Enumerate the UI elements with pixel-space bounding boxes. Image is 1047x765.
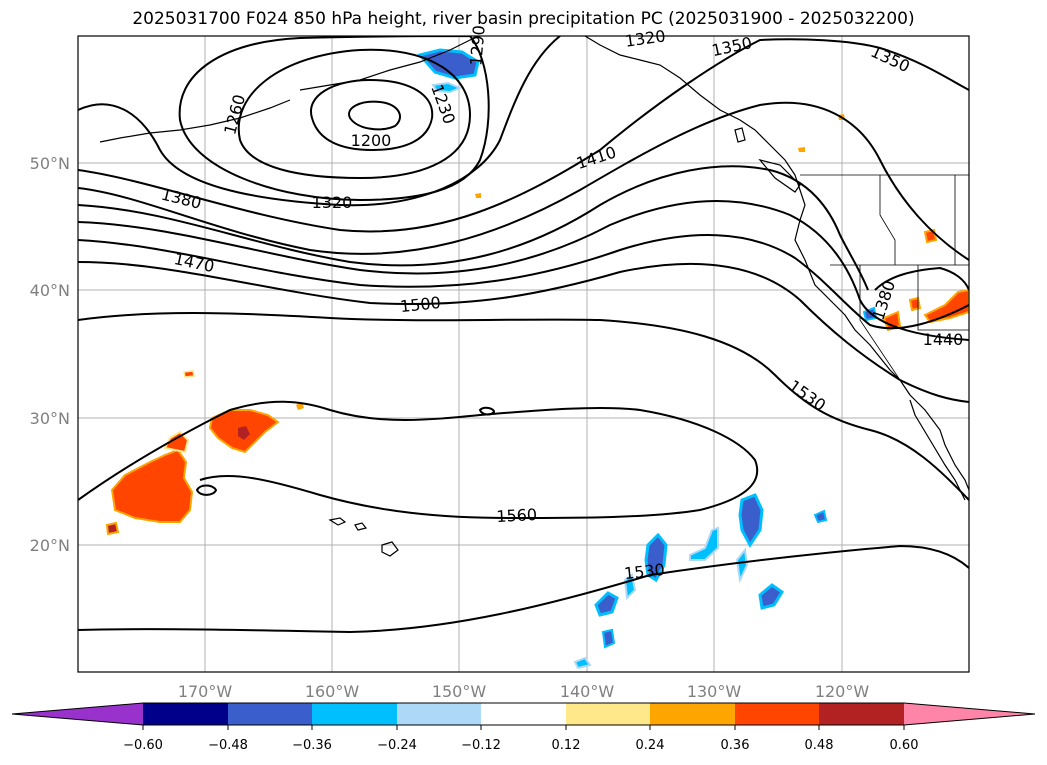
contour-label-1290: 1290 [466, 24, 488, 66]
precip-patch-negative-se-2 [738, 493, 764, 548]
latitude-labels: 50°N 40°N 30°N 20°N [30, 154, 70, 555]
precip-patch-small-2 [183, 370, 195, 378]
lon-label: 170°W [178, 682, 233, 701]
hawaii-islands [328, 517, 399, 557]
contour-1500 [78, 261, 969, 403]
contour-inland-1440 [874, 266, 969, 291]
contour-small-ring-2 [478, 406, 496, 416]
contour-label-1320: 1320 [312, 193, 353, 212]
colorbar-tick-label: −0.36 [292, 738, 332, 753]
contour-1560 [78, 400, 758, 520]
precip-patch-negative-se-3 [594, 591, 619, 617]
height-contours [78, 36, 969, 634]
contour-1530 [78, 312, 969, 501]
colorbar-ticks [142, 725, 905, 730]
contour-1320 [78, 36, 561, 207]
contour-label-1530-b: 1530 [623, 560, 665, 583]
precip-patch-negative-se-9 [813, 509, 828, 524]
colorbar-segment [566, 703, 650, 725]
longitude-labels: 170°W 160°W 150°W 140°W 130°W 120°W [178, 682, 870, 701]
contour-small-ring-1 [195, 484, 218, 496]
vancouver-island [758, 158, 801, 193]
haida-gwaii [734, 127, 746, 143]
contour-1290 [178, 36, 490, 202]
precip-patch-small-1 [105, 521, 120, 536]
contour-label-1560: 1560 [496, 505, 538, 526]
precip-patch-positive-coast-3 [908, 296, 922, 312]
colorbar: −0.60 −0.48 −0.36 −0.24 −0.12 0.12 0.24 … [11, 702, 1036, 753]
lon-label: 160°W [305, 682, 360, 701]
baja-coast [909, 399, 966, 501]
lat-label: 50°N [30, 154, 70, 173]
colorbar-tick-label: −0.24 [377, 738, 417, 753]
precip-shading [105, 48, 969, 670]
state-border-3 [917, 265, 969, 331]
colorbar-extend-max [904, 703, 1035, 725]
map-background [78, 36, 969, 672]
precip-patch-dark-red [238, 426, 250, 440]
contour-1440 [78, 200, 969, 341]
map-content [78, 36, 969, 672]
colorbar-extend-min [12, 703, 143, 725]
contour-1200 [348, 100, 401, 131]
precip-patch-negative-alaska-2 [431, 81, 463, 94]
contour-1470 [78, 234, 969, 330]
lat-label: 20°N [30, 536, 70, 555]
alaska-coast [299, 36, 481, 91]
colorbar-segment [143, 703, 228, 725]
colorbar-tick-label: 0.60 [890, 738, 919, 753]
lat-label: 40°N [30, 281, 70, 300]
lon-label: 130°W [687, 682, 742, 701]
colorbar-segment [228, 703, 312, 725]
lon-label: 120°W [815, 682, 870, 701]
north-america-coast [584, 36, 969, 491]
coastlines [99, 36, 969, 557]
precip-patch-negative-se-4 [758, 583, 785, 610]
colorbar-tick-label: 0.36 [721, 738, 750, 753]
contour-1530-south [78, 544, 969, 634]
colorbar-segment [650, 703, 735, 725]
lat-label: 30°N [30, 409, 70, 428]
contour-1350 [78, 38, 969, 233]
contour-1410 [78, 165, 869, 291]
precip-patch-positive-coast-1 [882, 310, 902, 332]
lon-label: 140°W [560, 682, 615, 701]
precip-patch-negative-se-10 [573, 656, 592, 670]
map-frame [77, 35, 970, 673]
aleutians [99, 99, 291, 143]
colorbar-segment [481, 703, 566, 725]
precip-patch-positive-west [110, 448, 194, 523]
contour-label-1200: 1200 [351, 131, 392, 150]
contour-label-1500: 1500 [399, 293, 441, 316]
contour-1230 [309, 78, 434, 152]
precip-patch-negative-se-6 [601, 628, 616, 649]
colorbar-tick-label: −0.60 [123, 738, 163, 753]
precip-patch-negative-se-5 [689, 526, 719, 561]
colorbar-tick-label: −0.48 [208, 738, 248, 753]
contour-1260 [237, 48, 472, 180]
precip-patch-negative-se-1 [644, 532, 668, 583]
contour-label-1440: 1440 [923, 330, 964, 349]
state-border-1 [879, 175, 896, 265]
colorbar-segment [819, 703, 904, 725]
state-border-4 [859, 265, 911, 396]
colorbar-segment [735, 703, 819, 725]
precip-patch-small-4 [475, 193, 481, 198]
colorbar-segment [312, 703, 397, 725]
contour-1380 [78, 101, 969, 261]
precip-patch-positive-coast-4 [923, 228, 938, 244]
colorbar-tick-label: 0.12 [552, 738, 581, 753]
colorbar-tick-label: 0.48 [805, 738, 834, 753]
precip-patch-positive-nw [163, 430, 190, 454]
colorbar-tick-label: −0.12 [461, 738, 501, 753]
map-title: 2025031700 F024 850 hPa height, river ba… [132, 9, 915, 29]
colorbar-segment [397, 703, 481, 725]
colorbar-tick-label: 0.24 [636, 738, 665, 753]
precip-patch-positive-coast-5 [798, 147, 805, 152]
precip-patch-negative-se-8 [735, 547, 749, 584]
precip-patch-negative-alaska [417, 48, 480, 80]
lon-label: 150°W [432, 682, 487, 701]
